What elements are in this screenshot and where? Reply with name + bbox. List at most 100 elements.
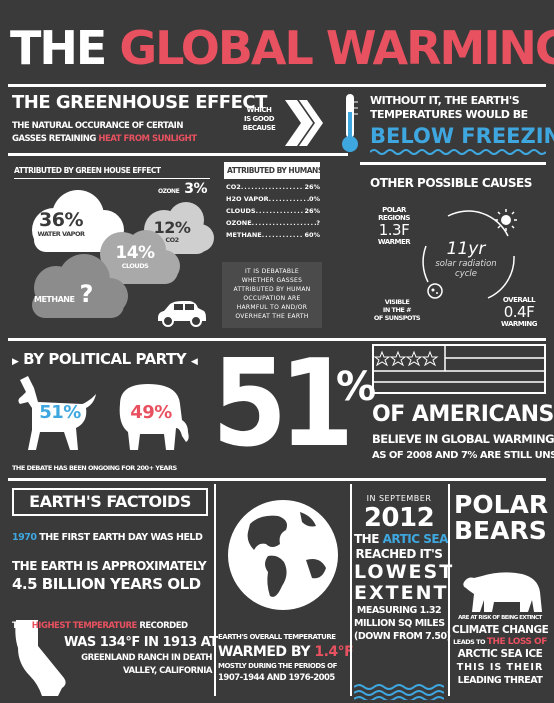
triangle-right-icon: ▶ (12, 357, 19, 367)
big-percentage: 51 % (212, 340, 377, 474)
methane-stat: METHANE ? (34, 280, 93, 308)
causes-heading: OTHER POSSIBLE CAUSES (370, 176, 532, 190)
factoid-3-c: RECORDED (136, 621, 188, 631)
polar-regions-stat: POLAR REGIONS 1.3F WARMER (366, 206, 422, 246)
greenhouse-desc-line2b: HEAT FROM SUNLIGHT (98, 134, 197, 144)
big-percent-sign: % (336, 364, 377, 410)
co2-label: CO2 (165, 236, 179, 244)
without-text: WITHOUT IT, THE EARTH'S TEMPERATURES WOU… (370, 94, 528, 122)
artic-line3: LOWEST (354, 561, 455, 583)
polar-line2: CLIMATE CHANGE (452, 624, 549, 636)
table-row: CO2..........................26% (226, 183, 320, 191)
polar-text: ARE AT RISK OF BEING EXTINCT CLIMATE CHA… (452, 614, 549, 687)
republican-value: 49% (130, 402, 172, 423)
cycle-label1: solar radiation (435, 259, 497, 269)
without-line1: WITHOUT IT, THE EARTH'S (370, 94, 520, 107)
water-vapor-label: WATER VAPOR (37, 230, 85, 238)
attributed-humans-table: CO2..........................26% H2O VAP… (226, 183, 320, 239)
sun-icon (495, 209, 517, 231)
polar-heading2: BEARS (454, 516, 547, 545)
temperature-text: EARTH'S OVERALL TEMPERATURE WARMED BY 1.… (218, 632, 354, 684)
water-vapor-value: 36% (39, 209, 83, 231)
factoid-2-line1: THE EARTH IS APPROXIMATELY (12, 559, 207, 573)
big-number: 51 (212, 335, 354, 474)
artic-year: 2012 (363, 503, 435, 533)
ocean-wave-decoration (354, 684, 444, 700)
polar-heading: POLAR BEARS (454, 490, 549, 545)
polar-value: 1.3F (378, 221, 410, 239)
methane-label: METHANE (34, 295, 75, 304)
americans-line1: BELIEVE IN GLOBAL WARMING (372, 432, 554, 446)
greenhouse-heading: THE GREENHOUSE EFFECT (12, 92, 267, 113)
factoids-heading: EARTH'S FACTOIDS (12, 488, 208, 516)
temperature-line2a: WARMED BY (218, 644, 315, 660)
title-part2: GLOBAL WARMING (119, 21, 554, 75)
solar-cycle-diagram (422, 210, 515, 299)
ice-wave-decoration (370, 149, 546, 155)
clouds-value: 14% (115, 243, 155, 263)
note-line5: HARMFUL TO AND/OR (236, 304, 308, 311)
polar-line5: THIS IS THEIR (456, 662, 544, 673)
american-flag-icon (372, 344, 546, 394)
greenhouse-desc-line1: THE NATURAL OCCURANCE OF CERTAIN (12, 121, 183, 131)
solar-cycle-stat: 11yr solar radiation cycle (428, 239, 504, 280)
factoid-1-text: THE FIRST EARTH DAY WAS HELD (36, 532, 203, 543)
factoid-3-line3: GREENLAND RANCH IN DEATH (81, 653, 212, 663)
co2-stat: 12% CO2 (152, 218, 192, 245)
note-line6: OVERHEAT THE EARTH (235, 313, 309, 320)
artic-section: IN SEPTEMBER 2012 THE ARTIC SEA REACHED … (354, 494, 455, 643)
divider (8, 478, 546, 481)
polar-label3: WARMER (377, 238, 411, 246)
cycle-value: 11yr (446, 239, 486, 259)
factoid-3-b: HIGHEST TEMPERATURE (31, 621, 138, 631)
polar-line4: ARCTIC SEA ICE (457, 648, 543, 660)
visible-line1: VISIBLE (384, 298, 410, 306)
note-line1: IT IS DEBATABLE (244, 268, 300, 275)
table-row: METHANE..........................60% (226, 231, 320, 239)
democrat-value: 51% (39, 402, 81, 423)
polar-bear-icon (463, 572, 542, 612)
which-good-line3: BECAUSE (242, 124, 276, 132)
cloud-cluster-illustration (32, 190, 214, 318)
divider (8, 338, 546, 341)
page-title: THE GLOBAL WARMING DEBATE (10, 18, 554, 78)
cycle-label2: cycle (455, 269, 477, 279)
visible-line3: OF SUNSPOTS (373, 314, 421, 322)
polar-line1: ARE AT RISK OF BEING EXTINCT (458, 615, 542, 621)
divider (360, 162, 546, 165)
temperature-line2b: 1.4°F (314, 644, 354, 660)
factoid-1-year: 1970 (12, 532, 37, 543)
ozone-value: 3% (184, 181, 208, 197)
below-freezing: BELOW FREEZING (370, 124, 554, 148)
artic-line4: EXTENT (354, 582, 449, 604)
factoid-3-body: WAS 134°F IN 1913 AT GREENLAND RANCH IN … (64, 634, 218, 678)
factoid-3-a: THE (12, 621, 32, 631)
polar-label2: REGIONS (378, 214, 410, 222)
artic-line1a: THE (354, 532, 383, 546)
sunspot-icon (427, 283, 443, 299)
ozone-label: OZONE (158, 188, 180, 195)
attributed-humans-label: ATTRIBUTED BY HUMANS (224, 162, 323, 179)
elephant-icon (119, 384, 189, 450)
divider (8, 84, 546, 87)
factoid-1: 1970 THE FIRST EARTH DAY WAS HELD (12, 532, 203, 543)
chevron-right-icon (285, 100, 323, 146)
which-good-text: WHICH IS GOOD BECAUSE (236, 106, 282, 133)
artic-in-label: IN SEPTEMBER (366, 494, 432, 503)
co2-value: 12% (153, 218, 191, 237)
polar-line3a: LEADS TO (453, 638, 487, 646)
artic-line7: (DOWN FROM 7.50) (354, 631, 451, 642)
americans-heading: OF AMERICANS (372, 402, 554, 427)
which-good-line1: WHICH (246, 106, 272, 114)
polar-heading1: POLAR (454, 490, 549, 519)
table-row: H2O VAPOR..........................0% (226, 195, 320, 203)
methane-value: ? (79, 280, 94, 308)
artic-line1b: ARTIC SEA (382, 532, 449, 546)
visible-line2: IN THE # (382, 306, 412, 314)
car-icon (158, 301, 206, 327)
triangle-left-icon: ◀ (190, 357, 198, 367)
party-heading: ▶ BY POLITICAL PARTY ◀ (12, 350, 198, 368)
artic-line2: REACHED IT'S (355, 547, 443, 561)
table-row: CLOUDS..........................26% (226, 207, 320, 215)
factoid-2: THE EARTH IS APPROXIMATELY 4.5 BILLION Y… (12, 558, 207, 594)
